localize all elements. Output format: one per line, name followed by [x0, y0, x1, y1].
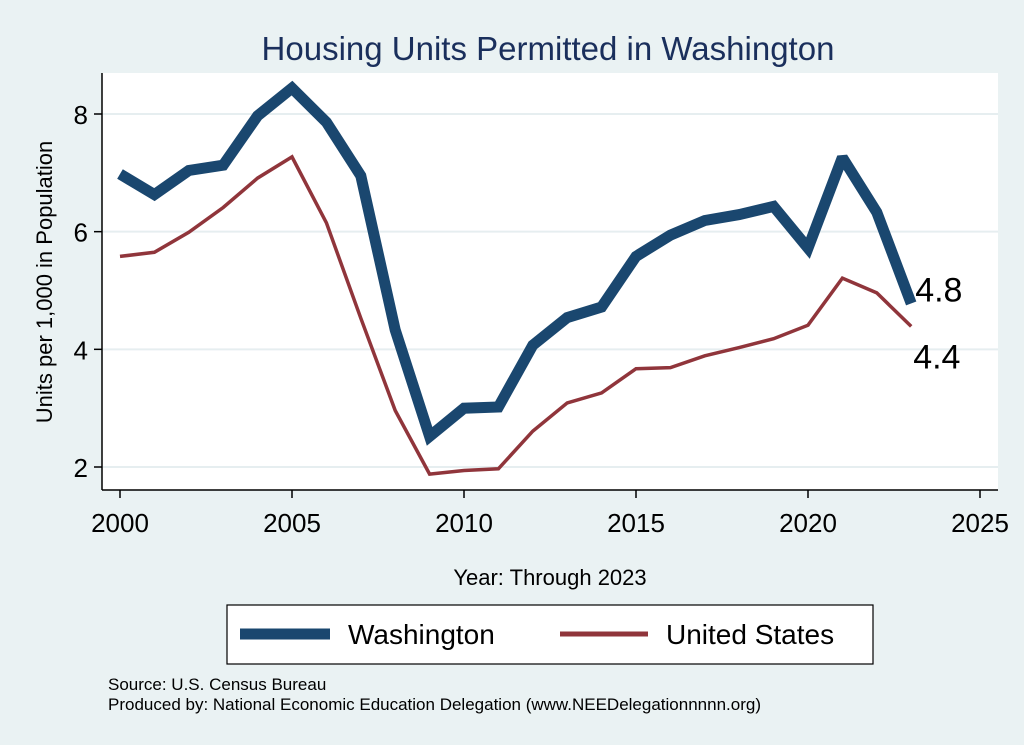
chart-title: Housing Units Permitted in Washington	[262, 30, 835, 67]
y-tick-label: 6	[74, 218, 88, 248]
x-tick-label: 2005	[263, 508, 321, 538]
end-label-washington: 4.8	[915, 271, 962, 309]
series-line-washington	[117, 80, 917, 446]
end-labels: 4.8 4.4	[913, 271, 962, 376]
x-axis-label: Year: Through 2023	[453, 565, 646, 590]
source-note: Source: U.S. Census Bureau	[108, 675, 326, 694]
y-tick-label: 2	[74, 453, 88, 483]
x-tick-label: 2020	[779, 508, 837, 538]
series-lines	[117, 80, 917, 476]
end-label-united-states: 4.4	[913, 338, 960, 376]
x-tick-label: 2000	[91, 508, 149, 538]
legend-box	[226, 604, 874, 665]
series-line-united-states	[119, 154, 913, 476]
x-tick-label: 2010	[435, 508, 493, 538]
plot-area	[102, 73, 998, 490]
producer-note: Produced by: National Economic Education…	[108, 695, 761, 714]
x-tick-label: 2015	[607, 508, 665, 538]
grid-lines	[102, 113, 998, 468]
y-axis-label: Units per 1,000 in Population	[32, 141, 57, 424]
legend-label-united-states: United States	[666, 619, 834, 650]
legend-label-washington: Washington	[348, 619, 495, 650]
y-tick-label: 8	[74, 100, 88, 130]
axis-ticks: 2 4 6 8 2000 2005 2010 2015 2020 2025	[74, 100, 1009, 538]
x-tick-label: 2025	[951, 508, 1009, 538]
y-tick-label: 4	[74, 335, 88, 365]
